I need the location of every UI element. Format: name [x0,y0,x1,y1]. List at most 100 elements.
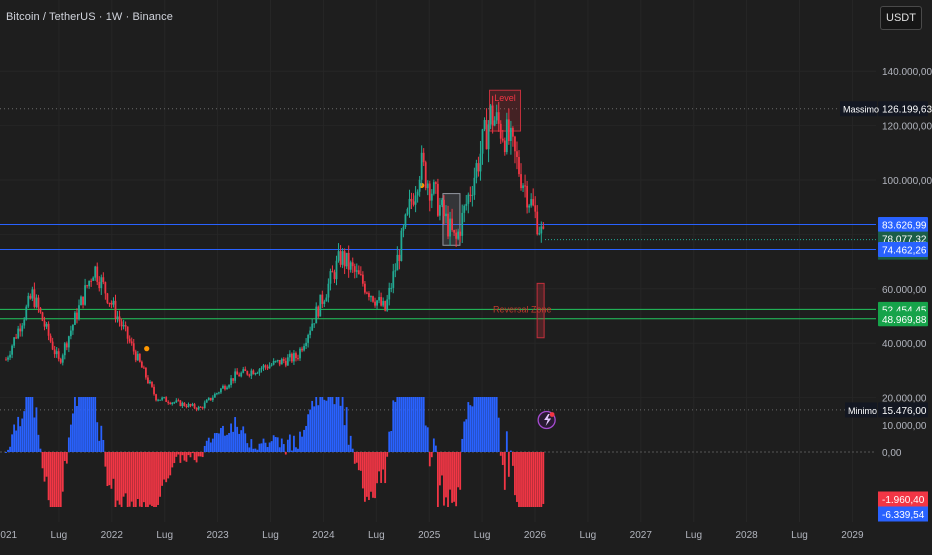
candle-body [449,218,451,237]
orange-marker [144,346,150,352]
histogram-bar [499,452,502,456]
histogram-bar [201,452,204,458]
histogram-bar [319,397,322,452]
histogram-bar [51,452,54,507]
candle-body [55,351,58,355]
histogram-bar [487,397,490,452]
currency-button[interactable]: USDT [880,6,922,30]
candle-body [110,302,113,305]
candle-body [63,343,66,356]
candle-body [376,300,378,306]
histogram-bar [376,452,378,484]
histogram-bar [410,397,413,452]
histogram-bar [461,438,464,452]
histogram-bar [284,452,287,455]
histogram-bar [138,452,141,507]
histogram-bar [380,452,383,483]
candle-body [185,405,188,408]
candle-body [363,283,366,293]
histogram-bar [475,397,478,452]
candle-body [319,294,322,317]
candle-body [246,371,249,375]
candle-body [250,370,253,376]
histogram-bar [102,440,105,452]
histogram-bar [142,452,145,503]
candle-body [116,316,119,319]
price-tick-label: 40.000,00 [882,339,927,350]
candle-body [29,295,32,299]
histogram-bar [120,452,123,507]
candle-body [254,373,257,375]
histogram-bar [351,448,354,452]
candle-body [443,199,445,217]
histogram-bar [104,452,107,467]
histogram-bar [205,440,208,452]
candle-body [327,283,330,298]
histogram-bar [416,397,419,452]
candle-body [418,179,421,192]
time-tick-label: 2024 [312,530,335,541]
histogram-bar [370,452,372,492]
candle-body [136,353,139,361]
histogram-bar [132,452,135,507]
price-tick-label: 100.000,00 [882,176,932,187]
candle-body [39,307,42,313]
candle-body [457,231,460,239]
histogram-bar [469,405,472,452]
histogram-bar [524,452,526,507]
candle-body [252,370,255,375]
candle-body [209,397,212,401]
histogram-bar [47,452,50,501]
candle-body [345,252,348,267]
candle-body [534,205,537,212]
histogram-bar [151,452,153,507]
candle-body [51,341,54,350]
candle-body [331,271,334,273]
candle-body [489,105,492,125]
candle-body [69,330,72,337]
min-price-tag [878,402,928,418]
candle-body [256,372,259,374]
time-tick-label: 2025 [418,530,441,541]
histogram-bar [232,431,234,452]
candle-body [463,205,466,213]
candle-body [479,153,482,172]
histogram-bar [157,452,159,505]
histogram-bar [256,449,259,452]
candle-body [394,270,397,272]
indicator-histogram [5,397,545,507]
histogram-bar [19,426,22,452]
candle-body [199,406,202,408]
histogram-bar [155,452,157,507]
candle-body [181,402,184,407]
histogram-bar [335,397,338,452]
candle-body [112,300,115,305]
candle-body [311,323,314,331]
candle-body [118,316,121,322]
histogram-bar [41,452,44,469]
candle-body [264,365,267,367]
histogram-bar [382,452,385,470]
candle-body [297,358,299,360]
histogram-bar [236,426,239,452]
candle-body [232,378,234,381]
candle-body [445,213,447,217]
histogram-bar [436,452,439,507]
candle-body [333,272,336,280]
candle-body [33,289,36,307]
histogram-bar [80,397,82,452]
histogram-bar [55,452,58,507]
candle-body [65,343,68,348]
histogram-bar [505,431,508,452]
candle-body [120,321,123,327]
histogram-bar [339,405,342,452]
candle-body [126,326,129,339]
candle-body [280,359,283,365]
histogram-bar [278,447,281,452]
candle-body [258,369,261,373]
support-bottom-price-tag [878,311,928,327]
candle-body [467,194,470,204]
candle-body [384,301,387,311]
